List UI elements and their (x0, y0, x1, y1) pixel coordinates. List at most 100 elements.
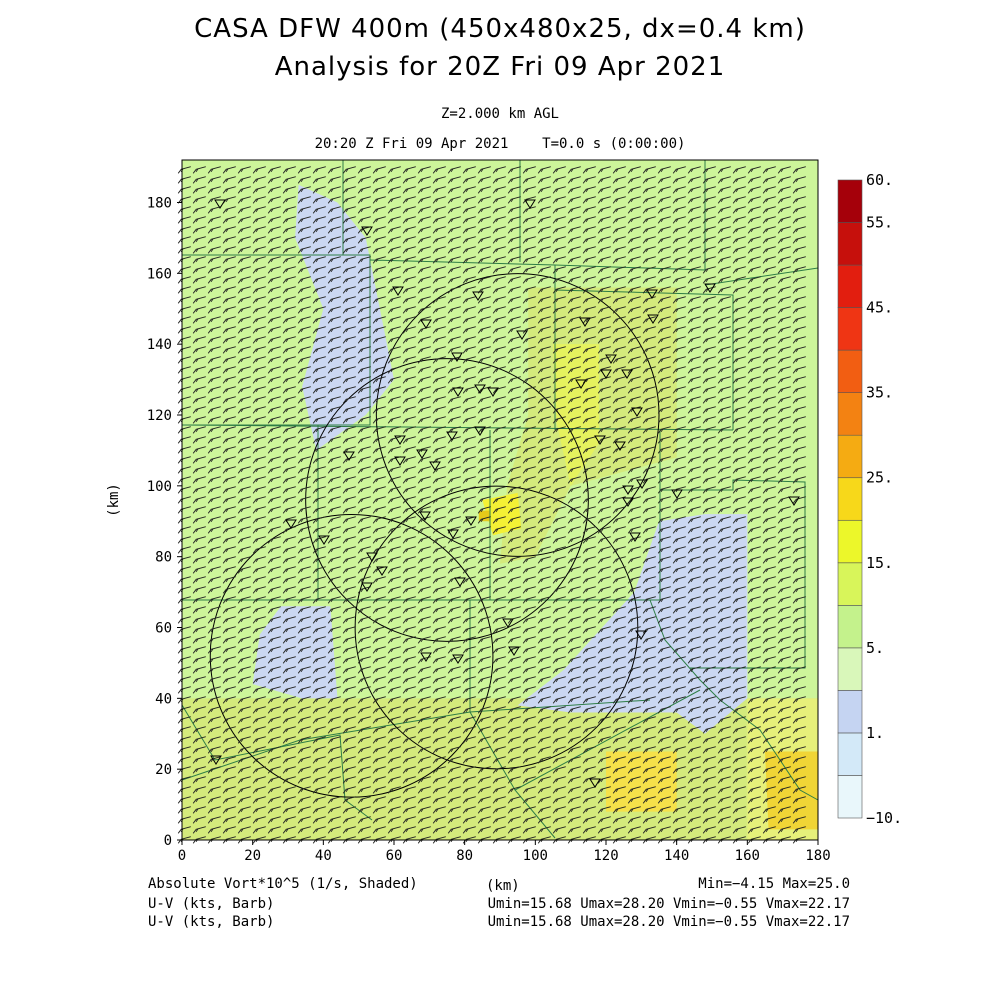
station-marker (579, 317, 591, 327)
colorbar-swatch (837, 519, 863, 564)
colorbar: 60. 55. 45. 35. 25. 15. 5. 1. −10. (837, 171, 902, 827)
y-tick-label: 20 (155, 762, 172, 778)
station-marker (419, 511, 431, 521)
county-line (704, 267, 819, 286)
station-marker (605, 354, 617, 364)
level-label: Z=2.000 km AGL (440, 106, 559, 122)
valid-time-label: 20:20 Z Fri 09 Apr 2021 T=0.0 s (0:00:00… (314, 136, 686, 152)
station-marker (646, 289, 658, 299)
x-tick-label: 60 (386, 848, 403, 864)
station-marker (631, 407, 643, 417)
station-marker (614, 441, 626, 451)
station-marker (210, 755, 222, 765)
station-marker (594, 435, 606, 445)
y-tick-label: 160 (147, 266, 172, 282)
colorbar-label: 25. (866, 469, 893, 487)
x-tick-label: 40 (315, 848, 332, 864)
station-marker (474, 426, 486, 436)
station-marker (366, 552, 378, 562)
y-tick-label: 180 (147, 196, 172, 212)
y-tick-label: 60 (155, 621, 172, 637)
radar-ring (375, 273, 660, 557)
station-marker (622, 485, 634, 495)
station-marker (647, 314, 659, 324)
x-tick-label: 100 (523, 848, 548, 864)
county-line (181, 704, 373, 821)
title-line-2: Analysis for 20Z Fri 09 Apr 2021 (274, 52, 726, 82)
radar-rings (209, 273, 660, 798)
y-tick-label: 140 (147, 337, 172, 353)
station-marker (629, 532, 641, 542)
station-marker (671, 489, 683, 499)
colorbar-label: 35. (866, 384, 893, 402)
colorbar-label: 1. (866, 724, 884, 742)
county-line (469, 600, 556, 839)
station-marker (420, 319, 432, 329)
footer-uv-stats-1: Umin=15.68 Umax=28.20 Vmin=−0.55 Vmax=22… (487, 896, 850, 912)
footer-barb-label-1: U-V (kts, Barb) (148, 896, 275, 912)
colorbar-swatch (837, 477, 863, 521)
station-marker (508, 646, 520, 656)
shading-region (295, 184, 394, 451)
station-marker (446, 431, 458, 441)
station-marker (420, 652, 432, 662)
station-marker (361, 582, 373, 592)
station-marker (416, 449, 428, 459)
station-marker (600, 369, 612, 379)
colorbar-label: 55. (866, 214, 893, 232)
title-line-1: CASA DFW 400m (450x480x25, dx=0.4 km) (194, 14, 806, 44)
station-marker (376, 566, 388, 576)
colorbar-swatch (837, 179, 863, 223)
station-marker (394, 435, 406, 445)
station-marker (429, 461, 441, 471)
x-tick-label: 140 (664, 848, 689, 864)
colorbar-label: 60. (866, 171, 893, 189)
station-marker (451, 352, 463, 362)
x-tick-label: 20 (244, 848, 261, 864)
colorbar-swatch (837, 392, 863, 436)
station-marker (502, 618, 514, 628)
county-line (514, 689, 701, 791)
shading-region (765, 751, 818, 830)
station-marker (621, 369, 633, 379)
station-marker (343, 451, 355, 461)
wind-barb-field (177, 166, 806, 844)
footer-field-label: Absolute Vort*10^5 (1/s, Shaded) (148, 876, 418, 892)
station-marker (788, 496, 800, 506)
y-tick-label: 80 (155, 550, 172, 566)
station-markers (210, 199, 800, 788)
shading-region (478, 510, 490, 522)
station-marker (474, 384, 486, 394)
colorbar-swatch (837, 647, 863, 691)
station-marker (487, 387, 499, 397)
station-marker (452, 387, 464, 397)
station-marker (575, 379, 587, 389)
y-tick-label: 100 (147, 479, 172, 495)
colorbar-swatch (837, 264, 863, 308)
station-marker (622, 497, 634, 507)
colorbar-label: 45. (866, 299, 893, 317)
county-line (182, 254, 371, 426)
station-marker (472, 291, 484, 301)
station-marker (524, 199, 536, 209)
y-tick-label: 0 (164, 833, 172, 849)
wind-barbs (177, 166, 806, 844)
colorbar-swatch (837, 434, 863, 479)
shading-region (606, 751, 677, 812)
station-marker (452, 654, 464, 664)
map-frame (181, 159, 819, 841)
county-line (649, 599, 819, 801)
station-marker (454, 577, 466, 587)
shading-region (482, 492, 522, 536)
x-tick-label: 160 (735, 848, 760, 864)
colorbar-swatch (837, 732, 863, 776)
station-marker (636, 479, 648, 489)
colorbar-swatch (837, 307, 863, 351)
station-marker (361, 226, 373, 236)
colorbar-label: −10. (866, 809, 902, 827)
colorbar-swatch (837, 349, 863, 393)
station-marker (704, 283, 716, 293)
colorbar-label: 15. (866, 554, 893, 572)
station-marker (589, 778, 601, 788)
